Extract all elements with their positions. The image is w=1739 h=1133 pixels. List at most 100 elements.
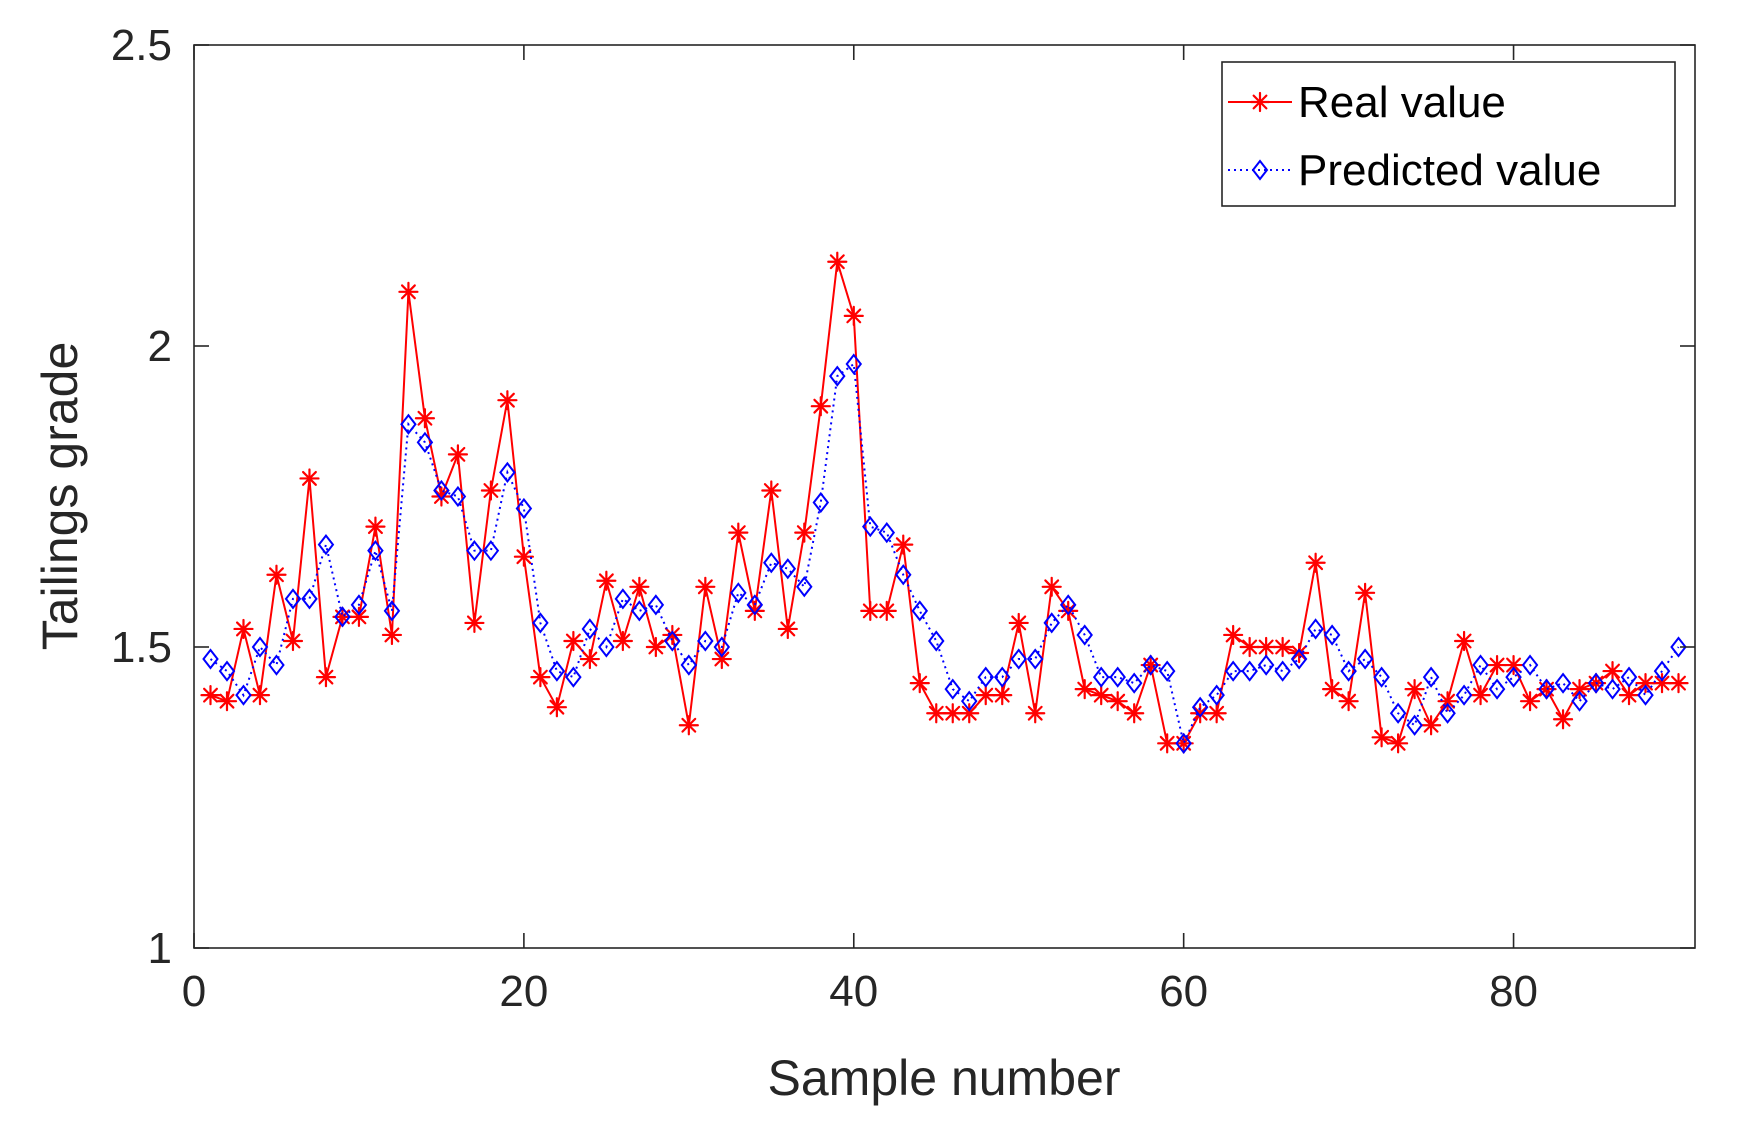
data-point-predicted-value <box>1010 648 1027 670</box>
data-point-predicted-value <box>878 521 896 544</box>
data-point-real-value <box>695 576 716 597</box>
data-point-real-value <box>497 390 518 411</box>
data-point-real-value <box>1190 703 1211 724</box>
legend-box <box>1221 61 1676 207</box>
data-point-predicted-value <box>466 540 483 562</box>
data-point-predicted-value <box>251 636 269 658</box>
data-point-real-value <box>1519 691 1541 712</box>
data-point-real-value <box>810 396 831 417</box>
data-point-real-value <box>546 697 567 718</box>
y-tick-label: 1.5 <box>111 623 172 672</box>
data-point-real-value <box>447 444 469 465</box>
data-point-real-value <box>629 576 650 597</box>
data-point-real-value <box>1272 636 1293 658</box>
data-point-real-value <box>431 486 452 507</box>
data-point-predicted-value <box>1340 660 1357 682</box>
data-point-predicted-value <box>614 588 632 610</box>
data-point-predicted-value <box>1125 672 1143 694</box>
data-point-predicted-value <box>1587 672 1605 694</box>
data-point-real-value <box>398 281 419 302</box>
data-point-real-value <box>942 703 963 724</box>
data-point-predicted-value <box>944 678 962 700</box>
y-tick-label: 2 <box>148 322 172 371</box>
data-point-predicted-value <box>631 600 648 622</box>
data-point-real-value <box>1552 709 1574 730</box>
data-point-predicted-value <box>1043 612 1060 634</box>
x-tick-label: 60 <box>1159 967 1208 1016</box>
data-point-predicted-value <box>894 564 912 586</box>
data-point-real-value <box>266 564 287 585</box>
series-layer <box>200 251 1689 754</box>
data-point-predicted-value <box>1422 666 1440 688</box>
data-point-real-value <box>1107 691 1128 712</box>
legend-marker-predicted <box>1251 159 1269 181</box>
data-point-real-value <box>827 251 848 272</box>
data-point-real-value <box>1404 679 1425 700</box>
data-point-real-value <box>1157 733 1178 754</box>
data-point-predicted-value <box>1208 684 1225 706</box>
data-point-predicted-value <box>400 413 417 435</box>
data-point-real-value <box>480 480 502 501</box>
data-point-predicted-value <box>796 576 813 598</box>
data-point-real-value <box>216 691 238 712</box>
data-point-real-value <box>926 703 947 724</box>
data-point-predicted-value <box>647 594 665 616</box>
data-point-predicted-value <box>713 636 731 658</box>
data-point-predicted-value <box>993 666 1011 688</box>
data-point-real-value <box>1668 673 1689 694</box>
data-point-predicted-value <box>1637 684 1654 706</box>
data-point-real-value <box>728 522 749 543</box>
data-point-predicted-value <box>433 479 450 502</box>
data-point-real-value <box>1305 552 1326 573</box>
data-point-real-value <box>1223 624 1244 646</box>
data-point-real-value <box>596 570 617 591</box>
data-point-real-value <box>365 516 386 537</box>
data-point-predicted-value <box>235 684 252 706</box>
data-point-predicted-value <box>317 534 335 556</box>
data-point-real-value <box>1239 636 1260 658</box>
data-point-predicted-value <box>845 353 863 375</box>
data-point-real-value <box>1338 691 1359 712</box>
data-point-predicted-value <box>350 594 368 616</box>
data-point-predicted-value <box>1076 624 1093 646</box>
data-point-predicted-value <box>598 636 615 658</box>
data-point-real-value <box>876 600 897 621</box>
data-point-real-value <box>744 600 765 621</box>
x-tick-label: 20 <box>499 967 548 1016</box>
data-point-real-value <box>1322 679 1343 700</box>
data-point-predicted-value <box>1191 696 1209 718</box>
data-point-real-value <box>1503 654 1524 676</box>
series-markers-predicted-value <box>202 353 1687 754</box>
data-point-predicted-value <box>334 606 351 628</box>
data-point-predicted-value <box>1241 660 1258 682</box>
data-point-real-value <box>612 630 633 652</box>
data-point-real-value <box>200 685 221 706</box>
data-point-real-value <box>1025 703 1046 724</box>
data-point-predicted-value <box>1175 732 1192 754</box>
data-point-predicted-value <box>1224 660 1242 682</box>
data-point-real-value <box>1569 679 1590 700</box>
data-point-predicted-value <box>532 612 549 634</box>
data-point-real-value <box>1091 685 1112 706</box>
plot-area-frame <box>193 44 1696 949</box>
data-point-real-value <box>794 522 815 543</box>
data-point-predicted-value <box>812 491 830 514</box>
data-point-real-value <box>1124 703 1145 724</box>
data-point-real-value <box>530 666 551 688</box>
data-point-predicted-value <box>1571 690 1588 712</box>
data-point-predicted-value <box>1158 660 1176 682</box>
data-point-real-value <box>1470 685 1491 706</box>
data-point-predicted-value <box>697 630 714 652</box>
data-point-real-value <box>975 685 996 706</box>
legend: Real value Predicted value <box>1221 61 1676 207</box>
data-point-real-value <box>1618 685 1640 706</box>
data-point-predicted-value <box>927 630 945 652</box>
data-point-predicted-value <box>1488 678 1506 700</box>
data-point-predicted-value <box>301 588 318 610</box>
x-tick-label: 0 <box>182 967 206 1016</box>
data-point-real-value <box>414 408 436 429</box>
data-point-predicted-value <box>1620 666 1638 688</box>
data-point-predicted-value <box>367 540 384 562</box>
legend-label-predicted: Predicted value <box>1298 146 1601 195</box>
